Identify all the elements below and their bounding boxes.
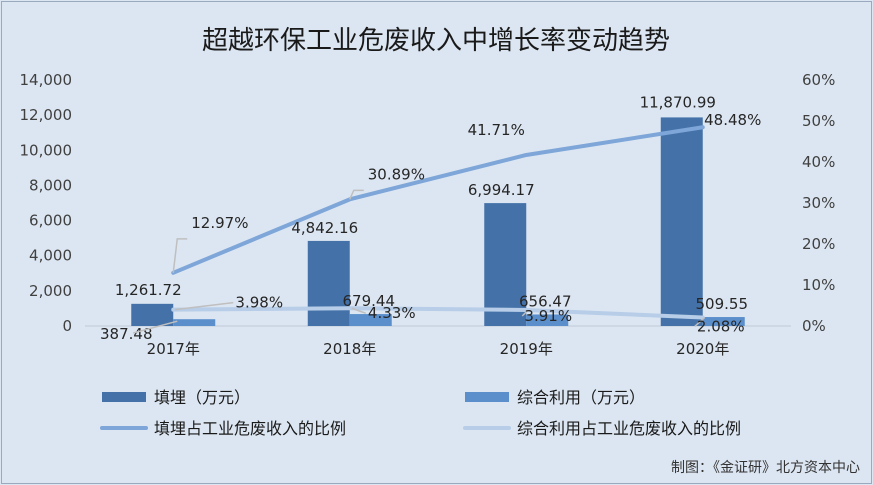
y-right-tick-label: 40% bbox=[802, 153, 835, 171]
leader-line bbox=[175, 301, 234, 311]
bar-utilization bbox=[349, 314, 392, 326]
y-right-tick-label: 50% bbox=[802, 112, 835, 130]
data-label: 656.47 bbox=[519, 292, 572, 310]
leader-line bbox=[694, 316, 706, 328]
y-left-tick-label: 10,000 bbox=[20, 141, 73, 159]
bar-landfill bbox=[484, 203, 527, 326]
bar-landfill bbox=[307, 240, 350, 326]
data-label: 30.89% bbox=[368, 165, 425, 183]
x-tick-label: 2020年 bbox=[676, 340, 729, 358]
data-label: 387.48 bbox=[100, 325, 153, 343]
data-label: 679.44 bbox=[343, 292, 396, 310]
data-label: 509.55 bbox=[696, 295, 749, 313]
data-label: 48.48% bbox=[704, 111, 761, 129]
y-left-tick-label: 2,000 bbox=[29, 282, 72, 300]
x-tick-label: 2017年 bbox=[147, 340, 200, 358]
leader-line bbox=[349, 189, 364, 200]
line-utilization-ratio bbox=[171, 306, 705, 320]
legend-label: 填埋（万元） bbox=[154, 388, 250, 407]
data-label: 3.91% bbox=[524, 307, 572, 325]
leader-line bbox=[521, 309, 529, 317]
chart-title: 超越环保工业危废收入中增长率变动趋势 bbox=[202, 26, 670, 56]
legend-swatch bbox=[102, 392, 146, 402]
data-label: 41.71% bbox=[468, 121, 525, 139]
leader-line bbox=[172, 238, 188, 273]
y-left-tick-label: 8,000 bbox=[29, 176, 72, 194]
legend-label: 综合利用（万元） bbox=[517, 388, 645, 407]
data-label: 1,261.72 bbox=[115, 281, 182, 299]
data-label: 12.97% bbox=[191, 214, 248, 232]
x-tick-label: 2019年 bbox=[500, 340, 553, 358]
y-right-tick-label: 0% bbox=[802, 317, 826, 335]
data-label: 2.08% bbox=[697, 317, 745, 335]
x-tick-label: 2018年 bbox=[323, 340, 376, 358]
y-left-tick-label: 0 bbox=[62, 317, 72, 335]
bar-utilization bbox=[173, 319, 216, 326]
bar-utilization bbox=[526, 314, 569, 326]
bar-utilization bbox=[702, 317, 745, 326]
source-note: 制图：《金证研》北方资本中心 bbox=[671, 460, 860, 476]
y-left-tick-label: 6,000 bbox=[29, 212, 72, 230]
y-right-tick-label: 30% bbox=[802, 194, 835, 212]
data-label: 3.98% bbox=[235, 294, 283, 312]
data-label: 6,994.17 bbox=[468, 181, 535, 199]
line-landfill-ratio bbox=[171, 125, 705, 275]
legend-swatch bbox=[465, 392, 509, 402]
y-right-tick-label: 10% bbox=[802, 276, 835, 294]
y-left-tick-label: 12,000 bbox=[20, 106, 73, 124]
legend-label: 填埋占工业危废收入的比例 bbox=[154, 419, 346, 438]
y-right-tick-label: 20% bbox=[802, 235, 835, 253]
y-right-tick-label: 60% bbox=[802, 71, 835, 89]
leader-line bbox=[133, 320, 178, 334]
bar-landfill bbox=[660, 117, 703, 326]
data-label: 11,870.99 bbox=[640, 93, 716, 111]
legend-label: 综合利用占工业危废收入的比例 bbox=[517, 419, 741, 438]
bar-landfill bbox=[131, 303, 174, 326]
leader-line bbox=[351, 307, 367, 314]
y-left-tick-label: 4,000 bbox=[29, 247, 72, 265]
data-label: 4,842.16 bbox=[291, 219, 358, 237]
data-label: 4.33% bbox=[368, 304, 416, 322]
y-left-tick-label: 14,000 bbox=[20, 71, 73, 89]
